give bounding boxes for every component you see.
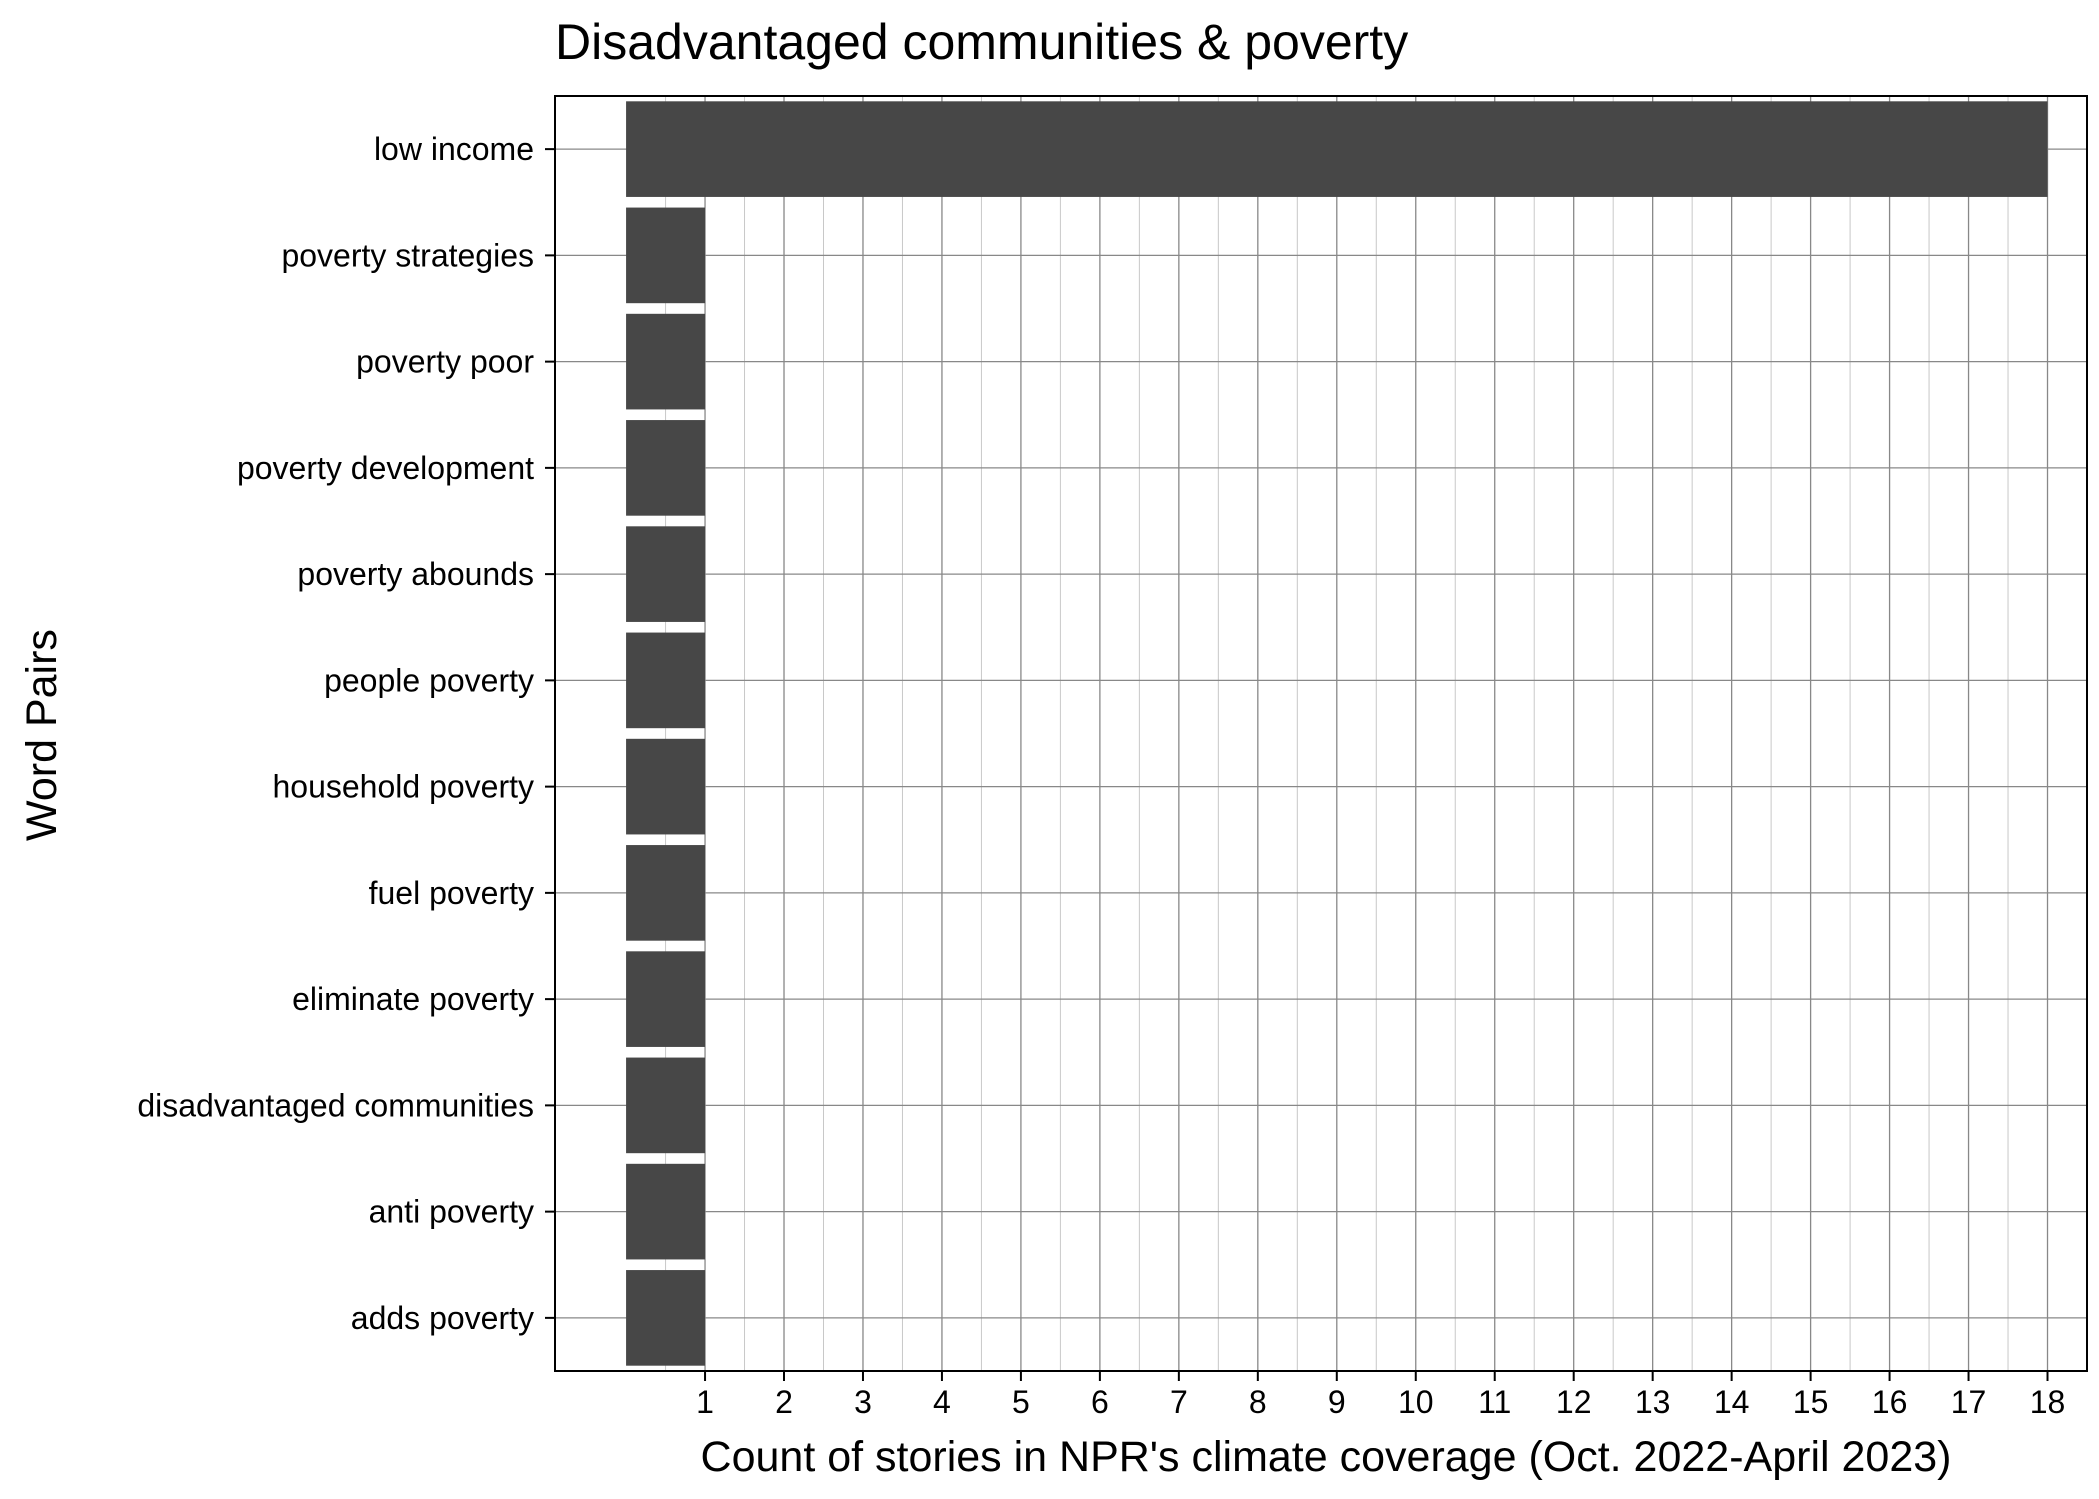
bar-poverty-strategies <box>626 207 706 304</box>
x-tick-label: 3 <box>854 1384 872 1420</box>
bar-eliminate-poverty <box>626 951 706 1047</box>
y-tick-label: poverty abounds <box>297 556 534 592</box>
bar-people-poverty <box>626 632 706 729</box>
x-tick-label: 13 <box>1635 1384 1671 1420</box>
bar-low-income <box>626 101 2048 197</box>
y-tick-label: low income <box>374 131 534 167</box>
bar-poverty-development <box>626 420 706 516</box>
plot-border <box>554 95 2088 1372</box>
y-tick-label: fuel poverty <box>369 875 534 911</box>
x-tick-label: 8 <box>1249 1384 1267 1420</box>
x-tick-label: 6 <box>1091 1384 1109 1420</box>
x-tick-label: 2 <box>775 1384 793 1420</box>
y-tick-label: poverty strategies <box>281 237 534 273</box>
x-tick-label: 4 <box>933 1384 951 1420</box>
y-tick-label: adds poverty <box>351 1300 534 1336</box>
bar-fuel-poverty <box>626 845 706 941</box>
y-tick-label: anti poverty <box>369 1194 534 1230</box>
bar-disadvantaged-communities <box>626 1057 706 1154</box>
y-tick-label: people poverty <box>324 662 534 698</box>
bar-adds-poverty <box>626 1270 706 1366</box>
x-axis-label: Count of stories in NPR's climate covera… <box>700 1433 1952 1481</box>
y-tick-label: poverty development <box>237 450 534 486</box>
x-tick-label: 14 <box>1714 1384 1750 1420</box>
x-tick-label: 10 <box>1398 1384 1434 1420</box>
x-tick-label: 11 <box>1478 1384 1511 1420</box>
y-tick-label: eliminate poverty <box>292 981 534 1017</box>
x-tick-label: 16 <box>1872 1384 1908 1420</box>
x-tick-label: 15 <box>1793 1384 1829 1420</box>
y-tick-label: poverty poor <box>356 344 534 380</box>
x-tick-label: 18 <box>2030 1384 2066 1420</box>
x-tick-label: 9 <box>1328 1384 1346 1420</box>
bar-poverty-poor <box>626 313 706 410</box>
x-tick-label: 12 <box>1556 1384 1592 1420</box>
chart-title: Disadvantaged communities & poverty <box>555 14 1409 70</box>
x-tick-label: 17 <box>1951 1384 1987 1420</box>
y-tick-label: disadvantaged communities <box>137 1087 534 1123</box>
x-tick-label: 5 <box>1012 1384 1030 1420</box>
bar-anti-poverty <box>626 1163 706 1260</box>
y-tick-label: household poverty <box>272 769 534 805</box>
plot-panel <box>555 96 2087 1371</box>
x-tick-label: 7 <box>1170 1384 1188 1420</box>
bar-poverty-abounds <box>626 526 706 622</box>
x-tick-label: 1 <box>696 1384 714 1420</box>
bar-household-poverty <box>626 738 706 835</box>
